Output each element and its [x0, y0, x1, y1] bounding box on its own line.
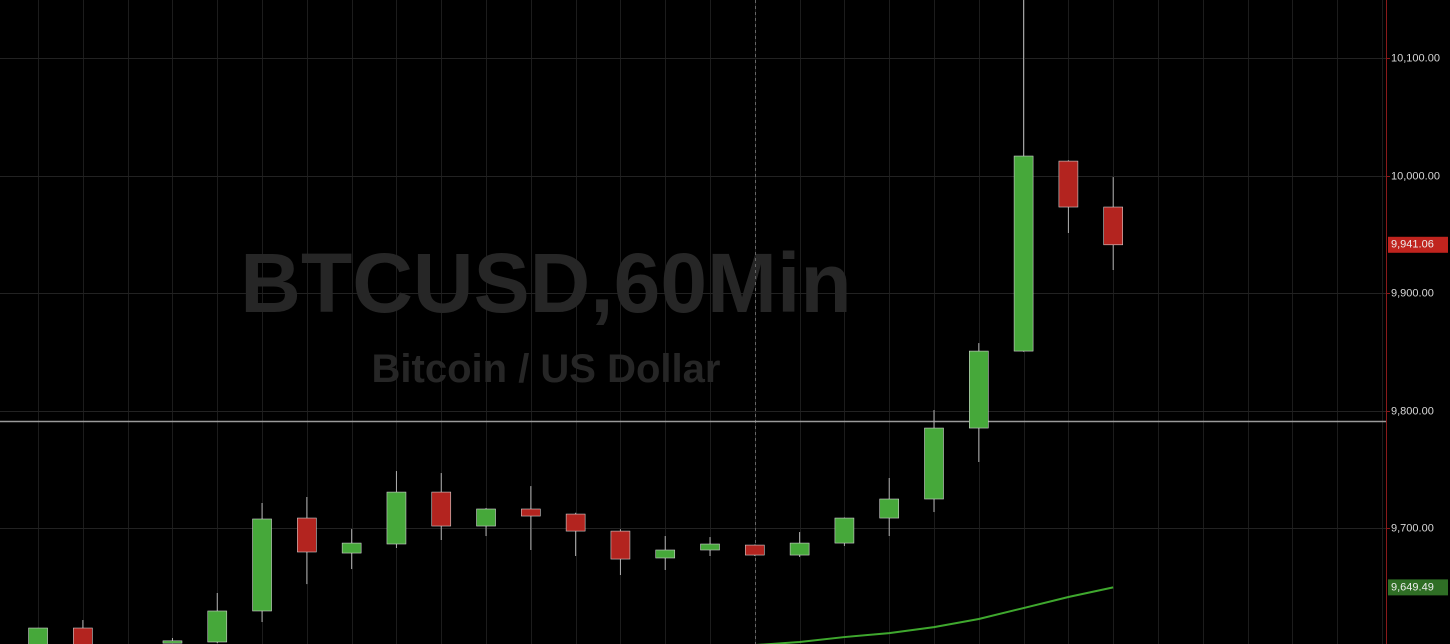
candle-body: [700, 543, 720, 551]
candle-body: [252, 518, 272, 612]
candle-body: [386, 491, 407, 545]
plot-area: [0, 0, 1386, 644]
candle-body: [969, 350, 989, 429]
candle-body: [162, 640, 183, 644]
candle-body: [431, 491, 452, 527]
candle-body: [610, 530, 631, 560]
price-marker-label: 9,649.49: [1391, 581, 1434, 593]
candle-body: [28, 627, 48, 644]
y-tick-label: 9,800.00: [1391, 405, 1434, 417]
y-tick-label: 9,700.00: [1391, 522, 1434, 534]
price-marker-label: 9,941.06: [1391, 239, 1434, 251]
moving-average: [755, 586, 1114, 644]
candle-body: [745, 544, 765, 556]
candle-body: [341, 542, 362, 554]
y-tick-label: 9,900.00: [1391, 287, 1434, 299]
price-axis: 9,700.00 9,800.00 9,900.00 10,000.00 10,100.…: [1386, 52, 1448, 596]
price-marker: [1388, 236, 1448, 253]
candle-body: [1103, 206, 1123, 246]
candle-body: [655, 549, 676, 559]
candle-body: [521, 508, 541, 517]
watermark-subtitle: Bitcoin / US Dollar: [372, 347, 721, 391]
candle-body: [879, 498, 900, 519]
y-tick-label: 10,000.00: [1391, 170, 1440, 182]
candle-body: [1013, 155, 1034, 352]
candle-body: [789, 542, 810, 556]
candle-body: [565, 513, 586, 532]
candle-body: [476, 508, 496, 527]
candle-body: [1058, 160, 1079, 208]
candle-body: [207, 610, 228, 643]
candle-body: [297, 517, 317, 553]
price-marker: [1388, 579, 1448, 596]
y-tick-label: 10,100.00: [1391, 52, 1440, 64]
candle-body: [834, 517, 855, 544]
candle-body: [73, 627, 93, 644]
candle-body: [924, 427, 944, 500]
watermark-title: BTCUSD,60Min: [240, 236, 851, 330]
